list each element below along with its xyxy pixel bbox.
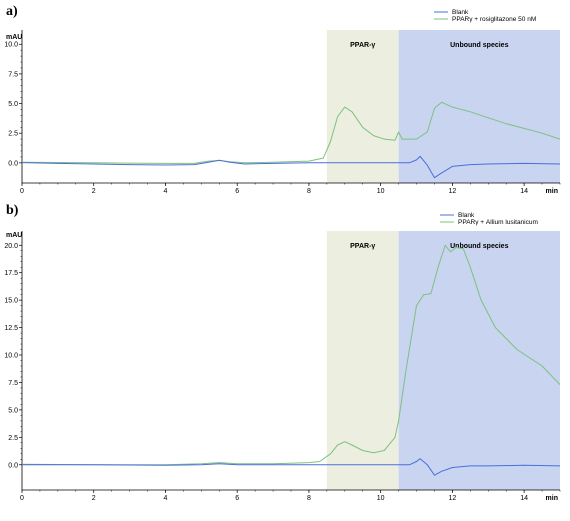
x-tick-label: 0 bbox=[20, 188, 24, 195]
region-ppar-shade bbox=[326, 30, 399, 183]
x-tick-label: 14 bbox=[520, 188, 528, 195]
panel-b-lines bbox=[21, 244, 561, 476]
panel-b: b) mAU PPAR-γ Unbound species 0.0 2.5 5.0 7… bbox=[4, 203, 561, 502]
panel-b-legend: Blank PPARγ + Allium lusitanicum bbox=[440, 212, 538, 226]
y-tick-label: 5.0 bbox=[8, 101, 18, 108]
x-tick-label: 12 bbox=[449, 188, 457, 195]
legend-blank-label: Blank bbox=[452, 9, 469, 16]
x-tick-label: 10 bbox=[377, 188, 385, 195]
panel-a-ylabel: mAU bbox=[6, 34, 22, 41]
region-unbound-shade bbox=[398, 30, 560, 183]
y-tick-label: 12.5 bbox=[4, 325, 18, 332]
region-unbound-shade bbox=[398, 231, 560, 490]
panel-b-axes: 0.0 2.5 5.0 7.5 10.0 12.5 15.0 17.5 20.0 0 2 4 6 8 10 1… bbox=[4, 231, 561, 502]
x-tick-label: 14 bbox=[520, 495, 528, 502]
series-line-sample bbox=[21, 244, 561, 466]
x-tick-label: 6 bbox=[235, 188, 239, 195]
y-tick-label: 2.5 bbox=[8, 435, 18, 442]
x-tick-label: 10 bbox=[377, 495, 385, 502]
region-ppar-label: PPAR-γ bbox=[350, 42, 375, 49]
x-tick-label: 4 bbox=[164, 188, 168, 195]
region-ppar-label: PPAR-γ bbox=[350, 243, 375, 250]
y-tick-label: 17.5 bbox=[4, 270, 18, 277]
legend-sample-label: PPARγ + Allium lusitanicum bbox=[458, 219, 538, 226]
panel-a: a) mAU PPAR-γ Unbound species 0.0 2.5 5.0 7… bbox=[4, 4, 561, 195]
x-tick-label: 6 bbox=[235, 495, 239, 502]
panel-a-xlabel: min bbox=[546, 188, 558, 195]
x-tick-label: 0 bbox=[20, 495, 24, 502]
y-tick-label: 0.0 bbox=[8, 462, 18, 469]
y-tick-label: 7.5 bbox=[8, 71, 18, 78]
region-unbound-label: Unbound species bbox=[450, 243, 508, 250]
y-tick-label: 15.0 bbox=[4, 298, 18, 305]
y-tick-label: 5.0 bbox=[8, 407, 18, 414]
series-line-blank bbox=[21, 155, 561, 179]
panel-b-ylabel: mAU bbox=[6, 232, 22, 239]
x-tick-label: 12 bbox=[449, 495, 457, 502]
panel-a-lines bbox=[21, 101, 561, 179]
panel-a-legend: Blank PPARγ + rosiglitazone 50 nM bbox=[434, 9, 536, 23]
y-tick-label: 0.0 bbox=[8, 160, 18, 167]
x-tick-label: 4 bbox=[164, 495, 168, 502]
legend-blank-label: Blank bbox=[458, 212, 475, 219]
y-tick-label: 2.5 bbox=[8, 131, 18, 138]
region-unbound-label: Unbound species bbox=[450, 42, 508, 49]
x-tick-label: 2 bbox=[92, 188, 96, 195]
y-tick-label: 10.0 bbox=[4, 42, 18, 49]
x-tick-label: 2 bbox=[92, 495, 96, 502]
x-tick-label: 8 bbox=[307, 495, 311, 502]
panel-b-label: b) bbox=[6, 203, 19, 218]
panel-a-label: a) bbox=[6, 4, 18, 19]
x-tick-label: 8 bbox=[307, 188, 311, 195]
y-tick-label: 20.0 bbox=[4, 243, 18, 250]
panel-a-axes: 0.0 2.5 5.0 7.5 10.0 0 2 4 6 8 10 12 14 bbox=[4, 30, 561, 195]
series-line-blank bbox=[22, 458, 561, 476]
panel-b-xlabel: min bbox=[546, 495, 558, 502]
y-tick-label: 7.5 bbox=[8, 380, 18, 387]
region-ppar-shade bbox=[326, 231, 399, 490]
y-tick-label: 10.0 bbox=[4, 353, 18, 360]
legend-sample-label: PPARγ + rosiglitazone 50 nM bbox=[452, 16, 536, 23]
panel-a-regions: PPAR-γ Unbound species bbox=[326, 30, 560, 183]
panel-b-regions: PPAR-γ Unbound species bbox=[326, 231, 560, 490]
